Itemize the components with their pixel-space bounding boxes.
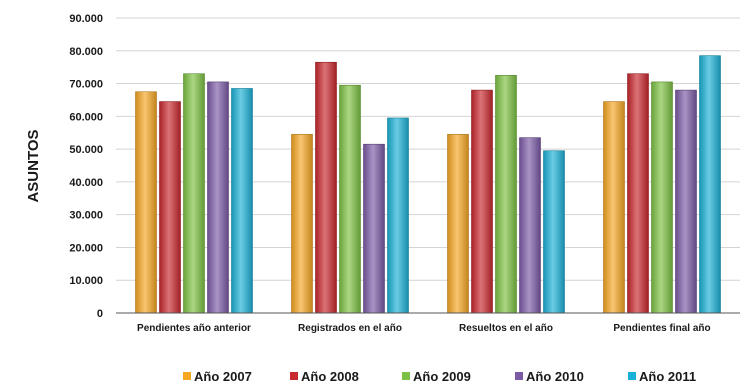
y-tick-label: 20.000 — [69, 242, 103, 254]
y-axis-ticks: 0 10.000 20.000 30.000 40.000 50.000 60.000 70.… — [69, 13, 103, 320]
legend-swatch — [402, 372, 410, 380]
legend-swatch — [290, 372, 298, 380]
bar — [603, 101, 625, 314]
y-tick-label: 80.000 — [69, 46, 103, 58]
legend-label: Año 2007 — [194, 369, 252, 384]
x-axis-categories: Pendientes año anterior Registrados en el… — [137, 323, 711, 334]
legend-label: Año 2010 — [526, 369, 584, 384]
bar — [675, 89, 697, 314]
legend-label: Año 2009 — [413, 369, 471, 384]
y-tick-label: 60.000 — [69, 111, 103, 123]
bar — [447, 134, 469, 314]
y-tick-label: 0 — [97, 308, 103, 320]
legend-swatch — [628, 372, 636, 380]
bar — [699, 55, 721, 314]
bar — [471, 89, 493, 314]
bar — [627, 73, 649, 314]
legend-label: Año 2008 — [301, 369, 359, 384]
y-axis-label: ASUNTOS — [25, 129, 42, 202]
bar — [315, 61, 337, 314]
bars — [135, 55, 721, 314]
bar — [183, 73, 205, 314]
y-tick-label: 70.000 — [69, 79, 103, 91]
bar — [363, 143, 385, 314]
bar — [651, 81, 673, 314]
bar — [159, 101, 181, 314]
y-tick-label: 40.000 — [69, 177, 103, 189]
legend-label: Año 2011 — [639, 369, 696, 384]
bar — [495, 75, 517, 314]
bar — [339, 84, 361, 314]
x-category-label: Pendientes año anterior — [137, 323, 251, 334]
bar — [519, 137, 541, 314]
bar — [291, 134, 313, 314]
legend-swatch — [515, 372, 523, 380]
y-tick-label: 30.000 — [69, 210, 103, 222]
y-tick-label: 10.000 — [69, 275, 103, 287]
bar — [231, 88, 253, 314]
legend-swatch — [183, 372, 191, 380]
x-category-label: Pendientes final año — [613, 323, 710, 334]
bar — [543, 150, 565, 314]
x-category-label: Registrados en el año — [298, 323, 402, 334]
bar — [207, 81, 229, 314]
y-tick-label: 50.000 — [69, 144, 103, 156]
bar — [387, 117, 409, 314]
x-category-label: Resueltos en el año — [459, 323, 553, 334]
y-tick-label: 90.000 — [69, 13, 103, 25]
legend: Año 2007 Año 2008 Año 2009 Año 2010 Año 2011 — [183, 369, 696, 384]
bar — [135, 91, 157, 314]
